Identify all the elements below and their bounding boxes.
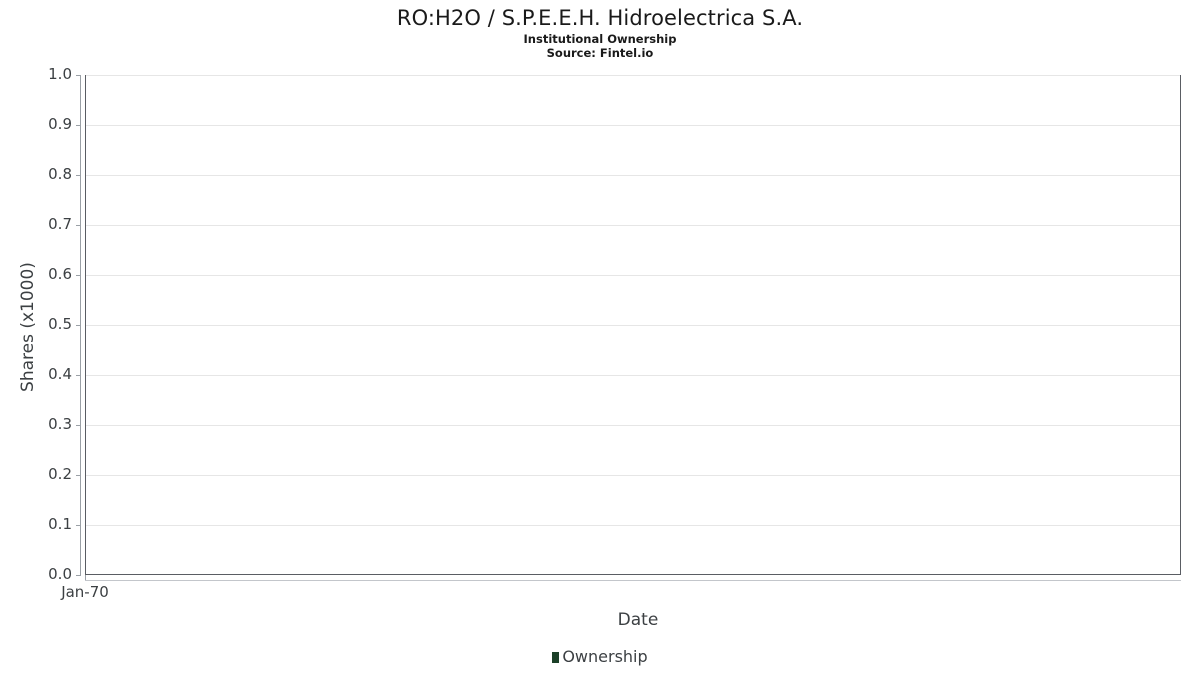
y-tick-mark — [76, 175, 81, 176]
x-axis-title: Date — [617, 610, 659, 630]
y-tick-label: 0.5 — [48, 315, 72, 333]
x-axis-spine — [85, 580, 1181, 581]
y-tick-mark — [76, 475, 81, 476]
plot-area — [85, 75, 1181, 575]
gridline-horizontal — [86, 75, 1180, 76]
y-tick-mark — [76, 525, 81, 526]
chart-header: RO:H2O / S.P.E.E.H. Hidroelectrica S.A. … — [0, 0, 1200, 60]
x-tick-mark — [85, 575, 86, 580]
y-tick-mark — [76, 575, 81, 576]
data-series-layer — [86, 76, 1180, 574]
y-tick-label: 0.0 — [48, 565, 72, 583]
chart-legend: Ownership — [0, 648, 1200, 666]
y-tick-mark — [76, 75, 81, 76]
legend-item[interactable]: Ownership — [552, 647, 648, 666]
y-tick-label: 0.2 — [48, 465, 72, 483]
gridline-horizontal — [86, 325, 1180, 326]
legend-label: Ownership — [562, 647, 648, 666]
chart-subtitle-source: Source: Fintel.io — [546, 46, 654, 60]
gridline-horizontal — [86, 475, 1180, 476]
chart-subtitle-primary: Institutional Ownership — [523, 32, 677, 46]
y-tick-mark — [76, 325, 81, 326]
y-tick-mark — [76, 375, 81, 376]
gridline-horizontal — [86, 275, 1180, 276]
gridline-horizontal — [86, 425, 1180, 426]
y-tick-label: 0.7 — [48, 215, 72, 233]
gridline-horizontal — [86, 375, 1180, 376]
y-tick-mark — [76, 425, 81, 426]
y-tick-label: 0.4 — [48, 365, 72, 383]
y-tick-mark — [76, 275, 81, 276]
y-tick-label: 0.3 — [48, 415, 72, 433]
y-tick-label: 1.0 — [48, 65, 72, 83]
y-axis-title: Shares (x1000) — [18, 262, 38, 392]
gridlines — [86, 75, 1180, 574]
y-tick-label: 0.6 — [48, 265, 72, 283]
y-tick-mark — [76, 225, 81, 226]
gridline-horizontal — [86, 525, 1180, 526]
x-tick-label: Jan-70 — [61, 583, 109, 601]
y-tick-mark — [76, 125, 81, 126]
gridline-horizontal — [86, 225, 1180, 226]
y-tick-label: 0.8 — [48, 165, 72, 183]
y-tick-label: 0.1 — [48, 515, 72, 533]
legend-swatch-icon — [552, 651, 560, 663]
y-tick-label: 0.9 — [48, 115, 72, 133]
gridline-horizontal — [86, 175, 1180, 176]
page-title: RO:H2O / S.P.E.E.H. Hidroelectrica S.A. — [396, 6, 804, 30]
gridline-horizontal — [86, 125, 1180, 126]
